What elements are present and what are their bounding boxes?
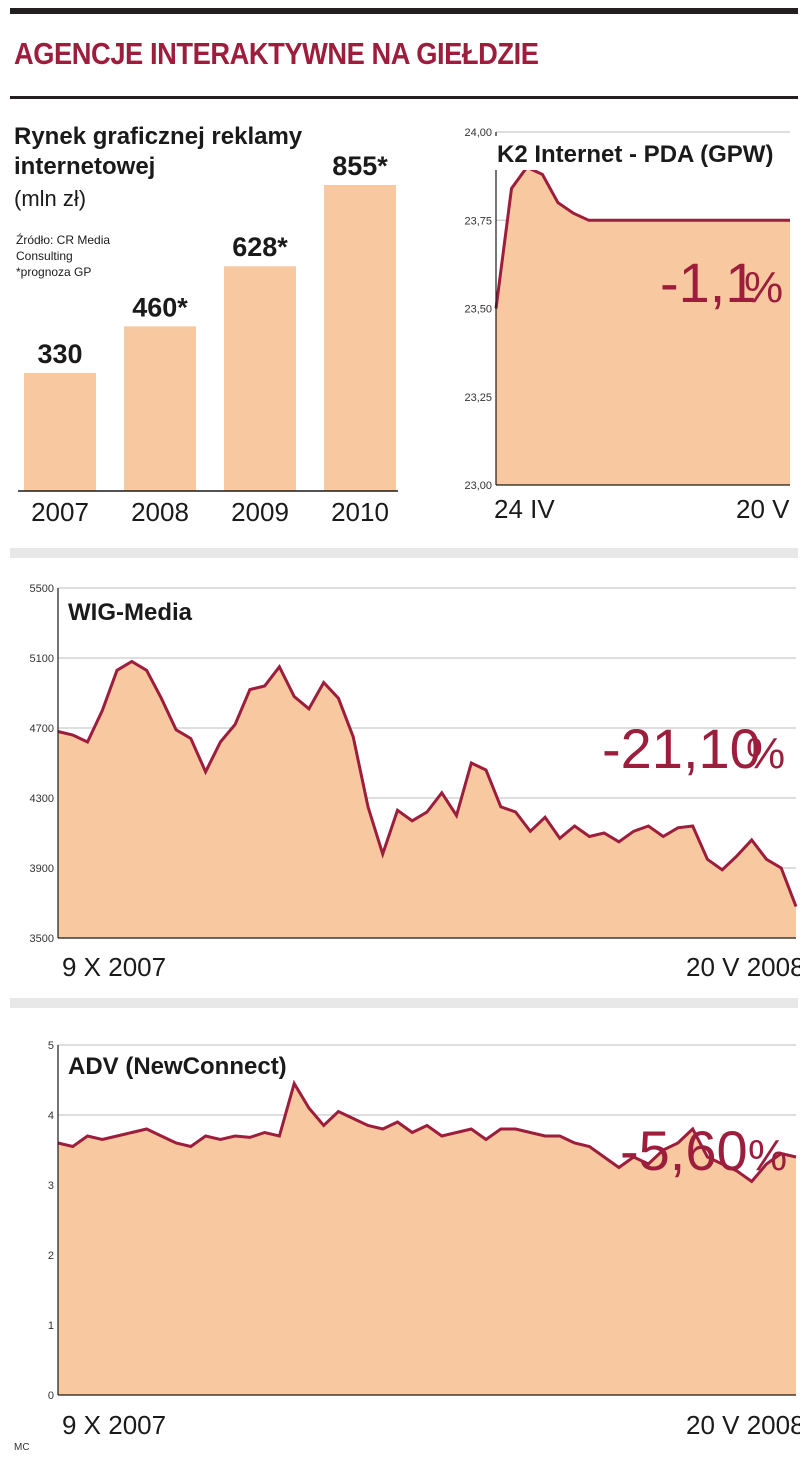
bar-2007 — [24, 372, 96, 491]
line-chart-k2-internet: 24,00 23,75 23,50 23,25 23,00 K2 Internet - … — [464, 127, 790, 524]
adv-x-start-label: 9 X 2007 — [62, 1410, 166, 1440]
k2-x-start-label: 24 IV — [494, 494, 555, 524]
bar-chart-title-line2: internetowej — [14, 153, 155, 180]
k2-y-tick-label: 23,75 — [464, 215, 492, 227]
credit: MC — [14, 1442, 30, 1453]
k2-y-tick-label: 24,00 — [464, 127, 492, 139]
bar-value-label-2009: 628* — [232, 232, 288, 262]
adv-change-value: -5,60 — [620, 1119, 748, 1182]
wig-y-tick-label: 3900 — [30, 863, 54, 875]
bar-value-label-2008: 460* — [132, 292, 188, 322]
line-chart-wig-media: 5500 5100 4700 4300 3900 3500 WIG-Media -21,1… — [30, 583, 800, 982]
wig-title-bg — [62, 596, 222, 630]
k2-x-end-label: 20 V — [736, 494, 790, 524]
wig-y-tick-label: 4700 — [30, 723, 54, 735]
adv-area-fill — [58, 1083, 796, 1395]
wig-change-value: -21,10 — [602, 717, 761, 780]
k2-y-tick-label: 23,25 — [464, 392, 492, 404]
bar-category-label-2008: 2008 — [131, 497, 189, 527]
wig-change-unit: % — [746, 729, 785, 778]
bar-2009 — [224, 266, 296, 491]
k2-price-line — [494, 165, 790, 309]
bar-chart-unit: (mln zł) — [14, 186, 86, 211]
k2-title-bg — [490, 136, 790, 170]
wig-index-line — [57, 659, 798, 908]
k2-title: K2 Internet - PDA (GPW) — [497, 141, 773, 168]
line-chart-adv: 5 4 3 2 1 0 ADV (NewConnect) -5,60 % 9 X 2007… — [14, 1040, 800, 1453]
wig-area-fill — [58, 661, 796, 938]
wig-y-tick-label: 5500 — [30, 583, 54, 595]
bar-2008 — [124, 326, 196, 491]
section-separator — [10, 548, 798, 558]
bar-chart-ad-market: 330 2007 460* 2008 628* 2009 855* 2010 Rynek gr… — [14, 123, 398, 527]
bar-chart-source: Źródło: CR Media — [16, 232, 110, 247]
wig-title: WIG-Media — [68, 599, 193, 626]
bar-2010 — [324, 185, 396, 491]
headline-rule — [10, 96, 798, 99]
k2-y-tick-label: 23,00 — [464, 480, 492, 492]
wig-y-tick-label: 3500 — [30, 933, 54, 945]
section-separator — [10, 998, 798, 1008]
k2-change-value: -1,1 — [660, 251, 757, 314]
adv-title: ADV (NewConnect) — [68, 1053, 287, 1080]
top-rule — [10, 8, 798, 14]
adv-price-line — [57, 1079, 797, 1184]
k2-change-unit: % — [744, 263, 783, 312]
bar-value-label-2010: 855* — [332, 151, 388, 181]
adv-y-tick-label: 4 — [48, 1110, 54, 1122]
wig-y-tick-label: 5100 — [30, 653, 54, 665]
bar-chart-source-line2: Consulting — [16, 249, 73, 263]
k2-y-tick-label: 23,50 — [464, 304, 492, 316]
bar-value-label-2007: 330 — [37, 339, 82, 369]
headline: AGENCJE INTERAKTYWNE NA GIEŁDZIE — [14, 36, 539, 71]
bar-chart-title-line1: Rynek graficznej reklamy — [14, 123, 303, 150]
bar-category-label-2010: 2010 — [331, 497, 389, 527]
adv-y-tick-label: 2 — [48, 1250, 54, 1262]
adv-x-end-label: 20 V 2008 — [686, 1410, 800, 1440]
adv-y-tick-label: 1 — [48, 1320, 54, 1332]
bar-category-label-2007: 2007 — [31, 497, 89, 527]
wig-y-tick-label: 4300 — [30, 793, 54, 805]
k2-area-fill — [496, 167, 790, 486]
adv-title-bg — [62, 1046, 302, 1080]
adv-y-tick-label: 0 — [48, 1390, 54, 1402]
bar-category-label-2009: 2009 — [231, 497, 289, 527]
wig-x-end-label: 20 V 2008 — [686, 952, 800, 982]
adv-y-tick-label: 5 — [48, 1040, 54, 1052]
adv-change-unit: % — [748, 1131, 787, 1180]
wig-x-start-label: 9 X 2007 — [62, 952, 166, 982]
bar-chart-note: *prognoza GP — [16, 265, 91, 279]
adv-y-tick-label: 3 — [48, 1180, 54, 1192]
